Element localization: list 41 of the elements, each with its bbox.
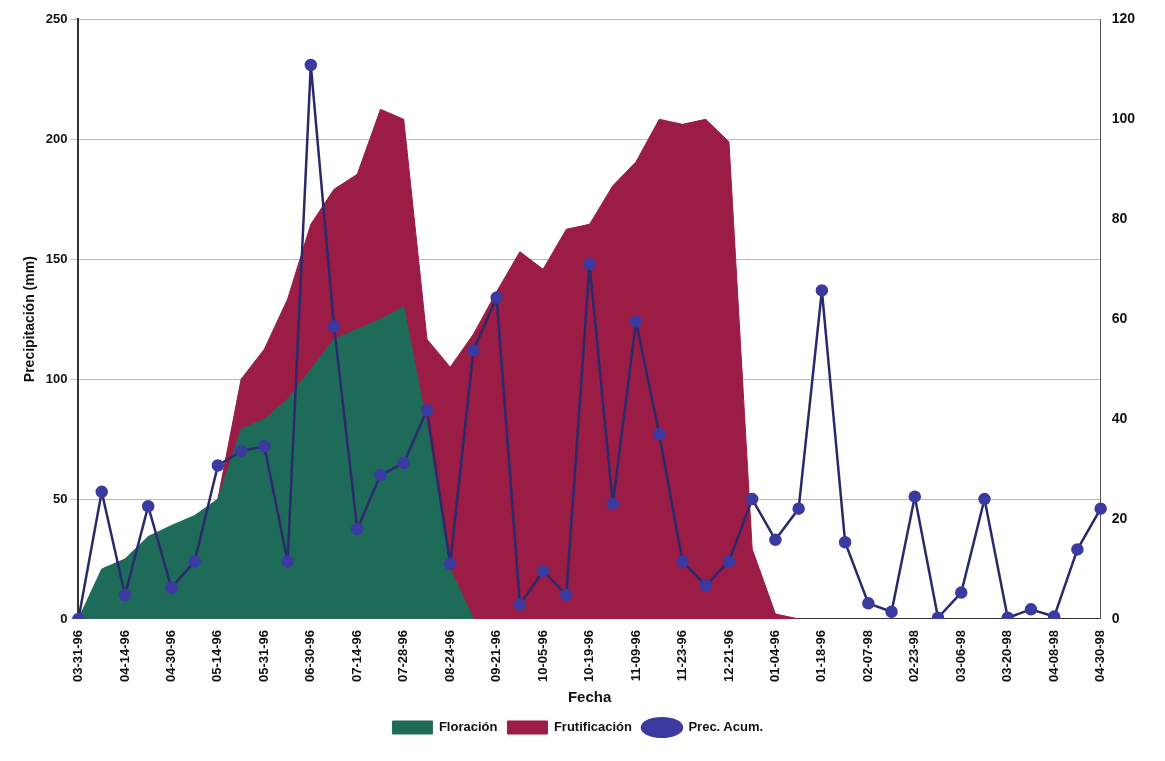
legend-label: Frutificación — [553, 719, 632, 735]
y2-tick-label: 80 — [1111, 210, 1128, 227]
x-tick-label: 07-14-96 — [348, 629, 364, 683]
y-tick-label: 0 — [60, 610, 68, 626]
y2-tick-label: 20 — [1111, 509, 1128, 526]
y2-tick-label: 60 — [1111, 310, 1128, 327]
x-tick-label: 03-06-98 — [952, 629, 968, 683]
y-tick-label: 200 — [45, 130, 68, 146]
x-tick-label: 06-30-96 — [302, 629, 318, 683]
x-tick-label: 10-05-96 — [534, 629, 550, 683]
x-tick-label: 04-30-98 — [1092, 629, 1108, 683]
x-tick-label: 01-18-96 — [813, 629, 829, 683]
x-tick-label: 08-24-96 — [441, 629, 457, 683]
y-tick-label: 50 — [53, 490, 68, 506]
x-tick-label: 02-07-98 — [859, 629, 875, 683]
x-tick-label: 04-30-96 — [162, 629, 178, 683]
x-tick-label: 11-09-96 — [627, 629, 643, 682]
x-tick-label: 02-23-98 — [906, 629, 922, 683]
x-tick-label: 03-20-98 — [999, 629, 1015, 683]
y2-tick-label: 40 — [1111, 409, 1128, 426]
x-tick-label: 04-08-98 — [1045, 629, 1061, 683]
x-tick-label: 07-28-96 — [395, 629, 411, 683]
x-axis-title: Fecha — [567, 688, 612, 706]
x-tick-label: 09-21-96 — [488, 629, 504, 683]
legend-label: Floración — [438, 719, 498, 735]
y-tick-label: 250 — [45, 10, 68, 26]
x-tick-label: 05-14-96 — [209, 629, 225, 683]
y-tick-label: 100 — [45, 370, 68, 386]
x-tick-label: 04-14-96 — [116, 629, 132, 683]
legend-label: Prec. Acum. — [688, 719, 764, 735]
x-tick-label: 05-31-96 — [255, 629, 271, 683]
y2-tick-label: 0 — [1111, 609, 1120, 626]
y2-tick-label: 100 — [1111, 110, 1136, 127]
x-tick-label: 10-19-96 — [581, 629, 597, 683]
x-tick-label: 11-23-96 — [674, 629, 690, 682]
y-tick-label: 150 — [45, 250, 68, 266]
y2-tick-label: 120 — [1111, 10, 1136, 27]
x-tick-label: 12-21-96 — [720, 629, 736, 683]
x-tick-label: 03-31-96 — [70, 629, 86, 683]
x-tick-label: 01-04-96 — [766, 629, 782, 683]
y-axis-title: Precipitación (mm) — [21, 256, 38, 383]
